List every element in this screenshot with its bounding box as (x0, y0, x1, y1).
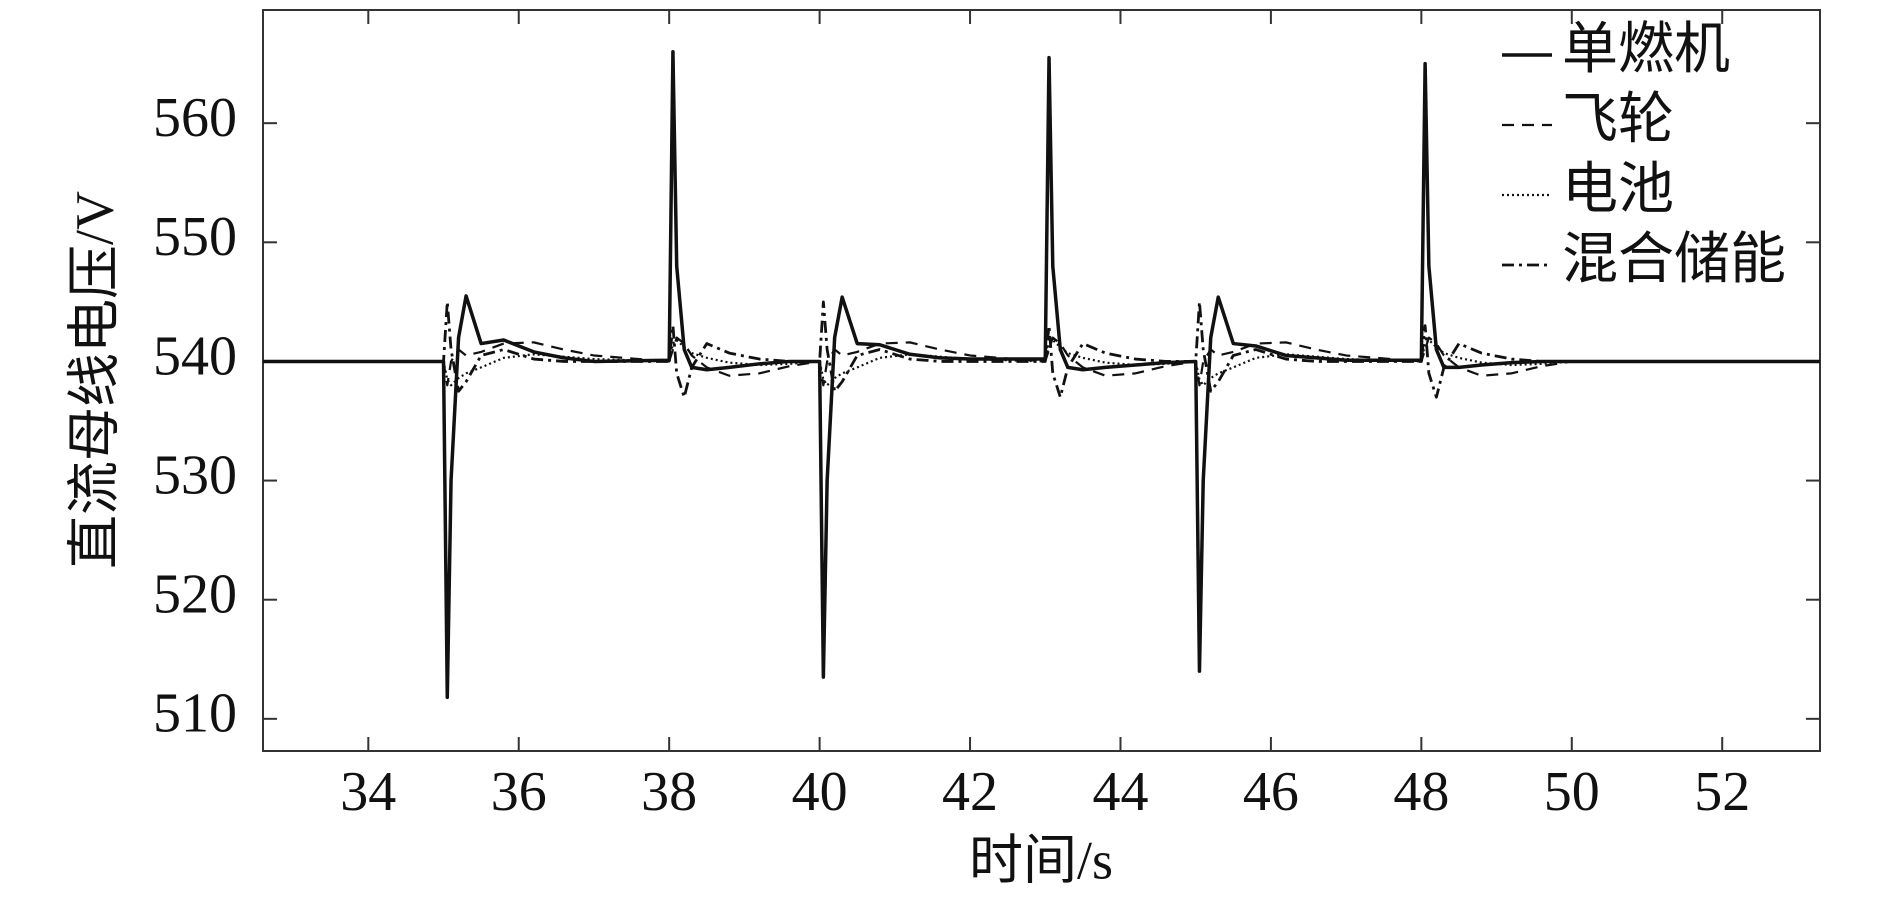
x-axis-label: 时间/s (969, 830, 1113, 890)
series-line (263, 338, 1820, 387)
x-tick-label: 50 (1544, 761, 1600, 823)
y-tick-label: 540 (153, 325, 237, 387)
y-tick-label: 520 (153, 564, 237, 626)
x-tick-label: 38 (641, 761, 697, 823)
y-tick-label: 510 (153, 683, 237, 745)
y-tick-label: 550 (153, 206, 237, 268)
series-line (263, 300, 1820, 399)
x-tick-label: 36 (491, 761, 547, 823)
y-tick-label: 560 (153, 87, 237, 149)
x-tick-label: 34 (340, 761, 396, 823)
x-tick-label: 42 (942, 761, 998, 823)
plot-frame (262, 9, 1821, 752)
legend-label: 电池 (1562, 159, 1674, 221)
x-tick-label: 48 (1393, 761, 1449, 823)
x-tick-label: 46 (1243, 761, 1299, 823)
legend-label: 单燃机 (1562, 19, 1730, 81)
y-tick-label: 530 (153, 444, 237, 506)
x-tick-label: 40 (792, 761, 848, 823)
legend-label: 飞轮 (1562, 89, 1674, 151)
x-tick-label: 44 (1092, 761, 1148, 823)
y-axis-label: 直流母线电压/V (64, 191, 124, 569)
legend-label: 混合储能 (1562, 229, 1786, 291)
x-tick-label: 52 (1694, 761, 1750, 823)
